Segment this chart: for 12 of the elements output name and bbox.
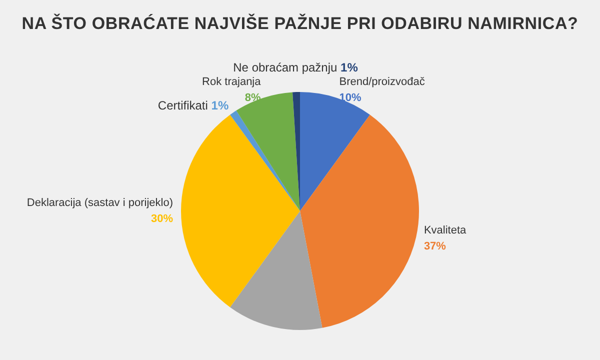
slice-label: Certifikati: [158, 98, 208, 112]
data-label: 30%: [150, 213, 174, 226]
slice-label: Rok trajanja: [202, 76, 262, 88]
data-label: 1%: [211, 98, 229, 112]
data-label: 10%: [339, 92, 362, 104]
slice-label: Brend/proizvođač: [339, 76, 426, 88]
data-label: 37%: [424, 240, 446, 253]
slice-label: Ne obraćam pažnju: [233, 60, 338, 74]
data-label: 1%: [340, 60, 358, 74]
chart-title: NA ŠTO OBRAĆATE NAJVIŠE PAŽNJE PRI ODABIRU NAMIRNICA?: [20, 14, 580, 34]
slice-label: Kvaliteta: [424, 224, 468, 237]
slice-label: Deklaracija (sastav i porijeklo): [26, 197, 173, 210]
